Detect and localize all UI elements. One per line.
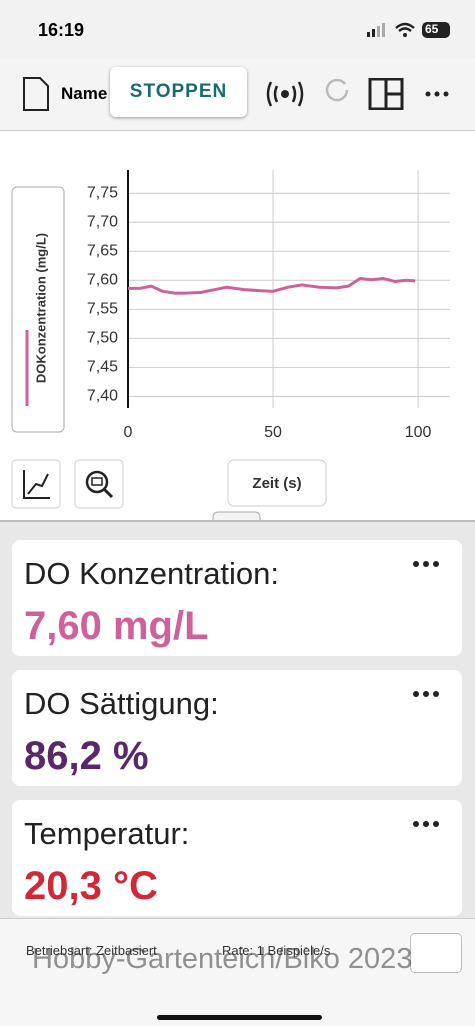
more-menu[interactable]: [412, 560, 440, 568]
y-tick-label: 7,45: [87, 359, 118, 376]
y-tick-label: 7,75: [87, 184, 118, 201]
name-field[interactable]: Name: [61, 84, 108, 103]
meter-value: 20,3 °C: [24, 864, 158, 908]
meter-card: DO Sättigung: 86,2 %: [12, 670, 462, 786]
meter-label: DO Sättigung:: [24, 686, 219, 721]
rate-text: Rate: 1 Beispiele/s: [222, 943, 331, 958]
meter-label: Temperatur:: [24, 816, 190, 851]
footer: Betriebsart: Zeitbasiert Rate: 1 Beispie…: [0, 918, 475, 1026]
graph-panel: [0, 131, 475, 522]
status-bar: 16:19 65: [0, 0, 475, 58]
file-icon[interactable]: [22, 76, 50, 112]
y-tick-label: 7,50: [87, 330, 118, 347]
x-axis-label: Zeit (s): [252, 475, 301, 492]
meter-label: DO Konzentration:: [24, 556, 280, 591]
x-axis-button[interactable]: [227, 459, 327, 507]
battery: 65: [425, 22, 439, 36]
stop-button[interactable]: STOPPEN: [110, 67, 247, 117]
meter-value: 86,2 %: [24, 734, 149, 778]
time: 16:19: [38, 20, 85, 40]
y-axis-label: DOKonzentration (mg/L): [33, 233, 48, 383]
x-tick-label: 100: [405, 424, 432, 441]
toolbar-icons: [266, 78, 449, 110]
annotate-button[interactable]: [410, 933, 462, 973]
resize-handle[interactable]: [212, 511, 261, 520]
home-indicator: [157, 1015, 322, 1020]
y-tick-label: 7,65: [87, 242, 118, 259]
mode-text: Betriebsart: Zeitbasiert: [26, 943, 157, 958]
meter-card: Temperatur: 20,3 °C: [12, 800, 462, 916]
y-label-box[interactable]: [11, 186, 65, 433]
y-tick-label: 7,60: [87, 272, 118, 289]
chart: DOKonzentration (mg/L) Zeit (s) 7,40 7,45…: [11, 170, 450, 520]
x-tick-label: 50: [264, 424, 282, 441]
y-tick-label: 7,70: [87, 213, 118, 230]
more-menu[interactable]: [412, 820, 440, 828]
toolbar: Name STOPPEN: [0, 58, 475, 131]
y-tick-label: 7,40: [87, 388, 118, 405]
x-tick-label: 0: [124, 424, 133, 441]
watermark: Hobby-Gartenteich/Biko 2023: [32, 943, 413, 975]
more-menu[interactable]: [412, 690, 440, 698]
status-icons: [367, 22, 450, 38]
meter-value: 7,60 mg/L: [24, 604, 209, 648]
zoom-button[interactable]: [74, 459, 124, 509]
data-line: [128, 277, 416, 295]
y-tick-label: 7,55: [87, 301, 118, 318]
meter-card: DO Konzentration: 7,60 mg/L: [12, 540, 462, 656]
